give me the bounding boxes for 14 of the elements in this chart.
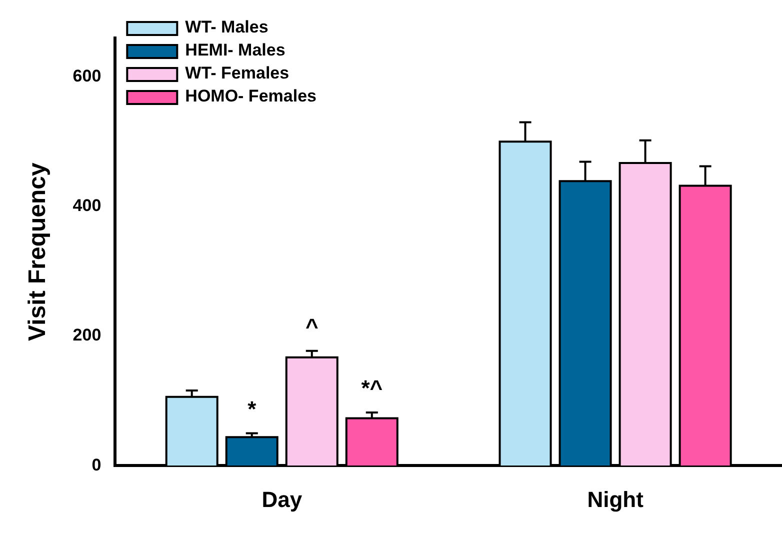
x-tick-label: Day <box>262 486 303 512</box>
y-tick-label: 600 <box>72 66 102 86</box>
annotation: ^ <box>305 314 318 339</box>
legend-label: WT- Females <box>185 64 290 83</box>
legend-label: HEMI- Males <box>185 40 286 60</box>
legend-label: WT- Males <box>185 18 268 37</box>
y-tick-label: 400 <box>72 196 102 216</box>
x-tick-label: Night <box>587 486 644 512</box>
y-axis-title: Visit Frequency <box>24 162 52 341</box>
annotation: * <box>248 396 257 422</box>
legend-label: HOMO- Females <box>185 86 316 106</box>
y-tick-label: 200 <box>72 326 102 345</box>
annotation: *^ <box>361 376 383 401</box>
y-tick-label: 0 <box>92 455 102 474</box>
